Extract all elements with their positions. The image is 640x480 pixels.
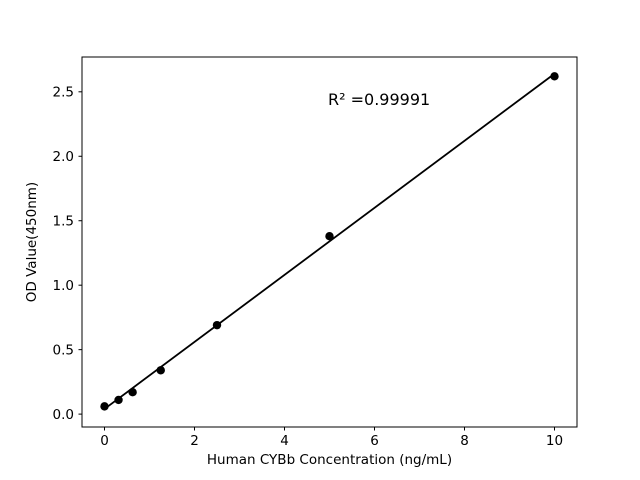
data-point bbox=[212, 320, 222, 330]
x-tick-label: 8 bbox=[460, 433, 469, 449]
data-point bbox=[550, 72, 559, 81]
y-axis-label: OD Value(450nm) bbox=[24, 181, 40, 303]
y-tick-label: 0.0 bbox=[53, 407, 74, 423]
data-point bbox=[100, 402, 109, 411]
x-tick-label: 4 bbox=[280, 433, 289, 449]
r-squared-annotation: R² =0.99991 bbox=[328, 90, 431, 109]
data-point bbox=[114, 395, 123, 405]
y-tick-label: 0.5 bbox=[53, 342, 74, 358]
x-axis-label: Human CYBb Concentration (ng/mL) bbox=[206, 452, 453, 468]
x-tick-label: 6 bbox=[370, 433, 379, 449]
plot-border bbox=[81, 56, 578, 428]
data-point bbox=[128, 387, 137, 397]
x-tick-label: 2 bbox=[190, 433, 199, 449]
y-tick-label: 2.5 bbox=[53, 85, 74, 101]
x-tick-label: 0 bbox=[100, 433, 109, 449]
fit-line bbox=[103, 73, 556, 410]
x-tick-label: 10 bbox=[546, 433, 563, 449]
y-tick-label: 1.0 bbox=[53, 278, 74, 294]
y-tick-label: 2.0 bbox=[53, 149, 74, 165]
data-point bbox=[325, 231, 334, 241]
data-point bbox=[156, 366, 165, 375]
y-tick-label: 1.5 bbox=[53, 214, 74, 230]
